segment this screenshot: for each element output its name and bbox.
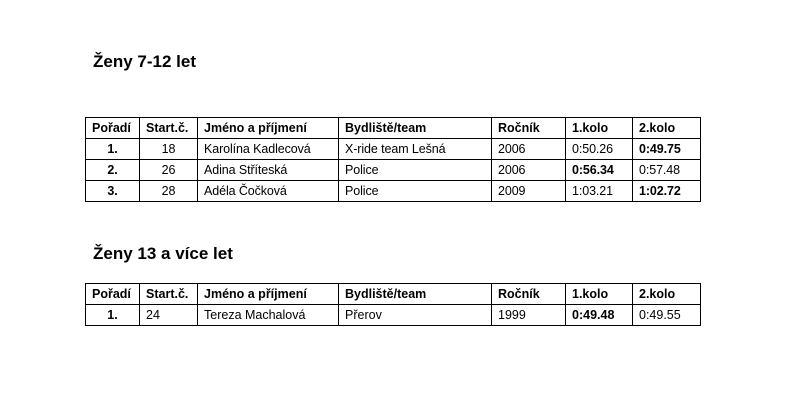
team-cell: Police: [338, 159, 492, 181]
rank-cell: 2.: [85, 159, 140, 181]
table-header-row: Pořadí Start.č. Jméno a příjmení Bydliště/t…: [85, 117, 701, 139]
table-row: 2. 26 Adina Stříteská Police 2006 0:56.34 0:57…: [85, 159, 701, 181]
year-cell: 2006: [491, 138, 566, 160]
round2-cell: 1:02.72: [632, 180, 701, 202]
table-row: 3. 28 Adéla Čočková Police 2009 1:03.21 1:02.7…: [85, 180, 701, 202]
section-title-zeny-13-plus: Ženy 13 a více let: [93, 244, 233, 263]
round2-cell: 0:49.55: [632, 304, 701, 326]
name-cell: Adina Stříteská: [197, 159, 339, 181]
round1-cell: 0:50.26: [565, 138, 633, 160]
name-cell: Adéla Čočková: [197, 180, 339, 202]
column-header: Pořadí: [85, 283, 140, 305]
column-header: Jméno a příjmení: [197, 283, 339, 305]
rank-cell: 1.: [85, 304, 140, 326]
start-number-cell: 24: [139, 304, 198, 326]
year-cell: 1999: [491, 304, 566, 326]
section-title-zeny-7-12: Ženy 7-12 let: [93, 52, 196, 71]
round1-cell: 0:49.48: [565, 304, 633, 326]
start-number-cell: 26: [139, 159, 198, 181]
column-header: Start.č.: [139, 117, 198, 139]
results-table-zeny-7-12: Pořadí Start.č. Jméno a příjmení Bydliště/t…: [85, 117, 701, 202]
column-header: 1.kolo: [565, 283, 633, 305]
table-row: 1. 24 Tereza Machalová Přerov 1999 0:49.48 0:4…: [85, 304, 701, 326]
table-header-row: Pořadí Start.č. Jméno a příjmení Bydliště/t…: [85, 283, 701, 305]
column-header: 2.kolo: [632, 283, 701, 305]
rank-cell: 1.: [85, 138, 140, 160]
round1-cell: 0:56.34: [565, 159, 633, 181]
column-header: Jméno a příjmení: [197, 117, 339, 139]
year-cell: 2009: [491, 180, 566, 202]
column-header: Bydliště/team: [338, 283, 492, 305]
column-header: Start.č.: [139, 283, 198, 305]
year-cell: 2006: [491, 159, 566, 181]
column-header: Ročník: [491, 283, 566, 305]
start-number-cell: 18: [139, 138, 198, 160]
name-cell: Tereza Machalová: [197, 304, 339, 326]
column-header: Ročník: [491, 117, 566, 139]
column-header: 1.kolo: [565, 117, 633, 139]
round2-cell: 0:57.48: [632, 159, 701, 181]
team-cell: X-ride team Lešná: [338, 138, 492, 160]
start-number-cell: 28: [139, 180, 198, 202]
column-header: Pořadí: [85, 117, 140, 139]
rank-cell: 3.: [85, 180, 140, 202]
team-cell: Police: [338, 180, 492, 202]
results-table-zeny-13-plus: Pořadí Start.č. Jméno a příjmení Bydliště/t…: [85, 283, 701, 326]
round1-cell: 1:03.21: [565, 180, 633, 202]
name-cell: Karolína Kadlecová: [197, 138, 339, 160]
team-cell: Přerov: [338, 304, 492, 326]
column-header: Bydliště/team: [338, 117, 492, 139]
column-header: 2.kolo: [632, 117, 701, 139]
round2-cell: 0:49.75: [632, 138, 701, 160]
table-row: 1. 18 Karolína Kadlecová X-ride team Lešná 2…: [85, 138, 701, 160]
